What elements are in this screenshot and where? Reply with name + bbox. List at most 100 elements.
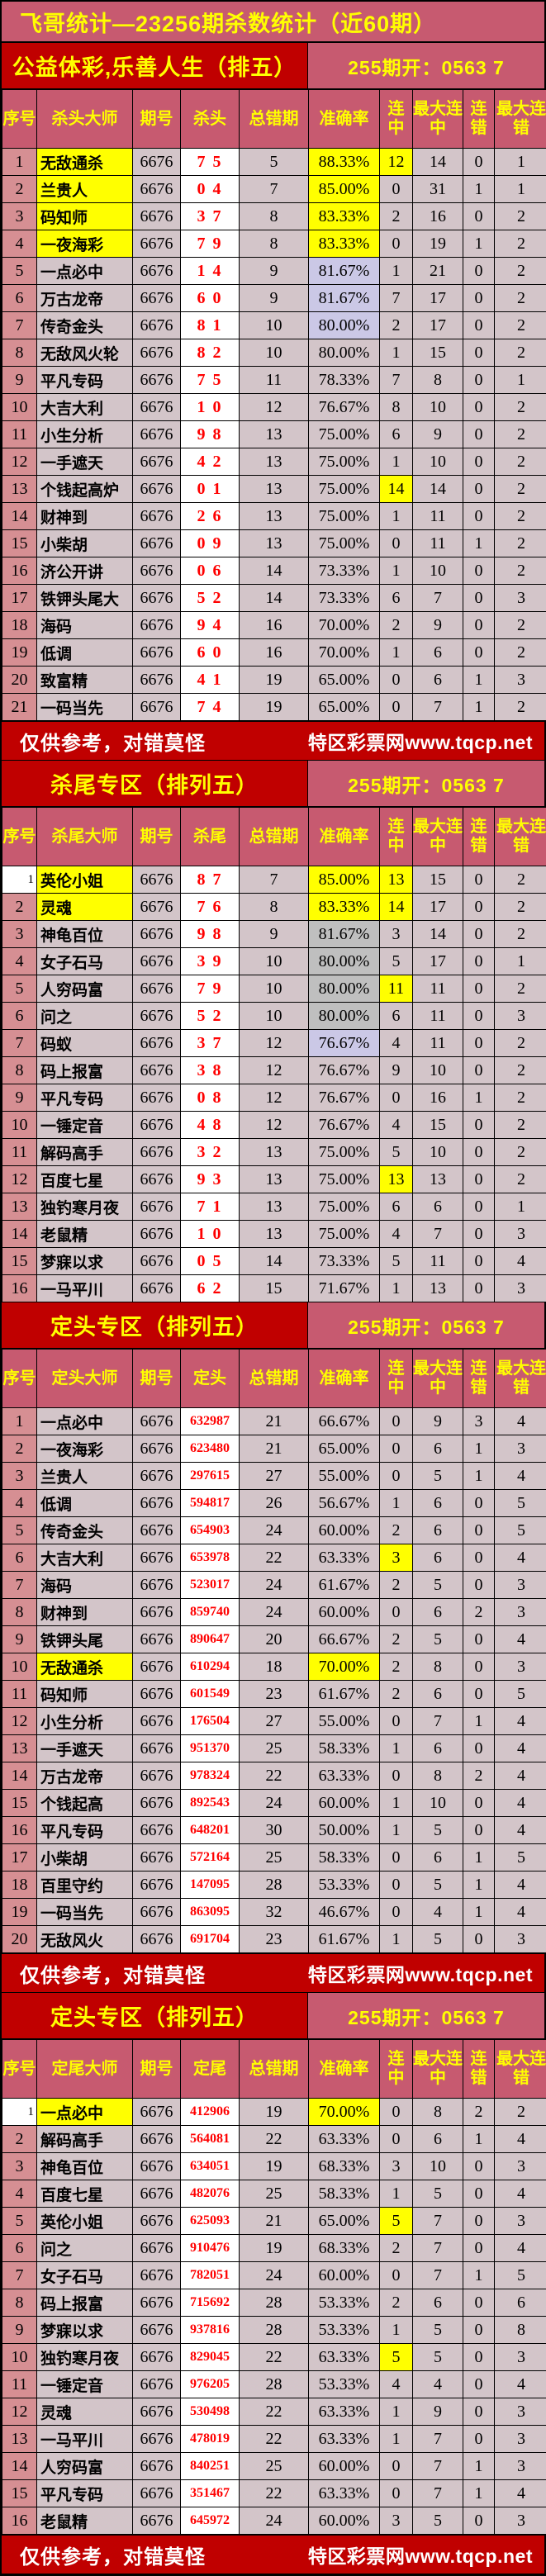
cell-win-streak: 0 [380, 2099, 413, 2126]
cell-max-win-streak: 10 [413, 394, 463, 421]
cell-no: 15 [2, 1790, 37, 1817]
cell-pick: 0 4 [181, 176, 240, 203]
cell-lose-streak: 0 [463, 476, 495, 503]
cell-lose-streak: 0 [463, 1193, 495, 1221]
col-header-no: 序号 [2, 2040, 37, 2099]
cell-pick: 0 8 [181, 1084, 240, 1112]
cell-win-streak: 14 [380, 476, 413, 503]
cell-win-streak: 13 [380, 866, 413, 894]
cell-pick: 2 6 [181, 503, 240, 530]
cell-errors: 12 [240, 394, 309, 421]
cell-pick: 4 2 [181, 448, 240, 476]
cell-max-lose-streak: 2 [495, 894, 546, 921]
cell-master: 一码当先 [37, 1899, 133, 1926]
cell-lose-streak: 0 [463, 921, 495, 948]
cell-accuracy: 60.00% [309, 2453, 380, 2480]
cell-period: 6676 [133, 1003, 181, 1030]
cell-period: 6676 [133, 1708, 181, 1735]
footer-site-link[interactable]: 特区彩票网www.tqcp.net [308, 2540, 533, 2569]
cell-max-lose-streak: 8 [495, 2317, 546, 2344]
cell-errors: 14 [240, 1248, 309, 1275]
cell-lose-streak: 0 [463, 557, 495, 585]
cell-errors: 19 [240, 667, 309, 694]
cell-no: 13 [2, 1735, 37, 1762]
cell-accuracy: 80.00% [309, 339, 380, 367]
cell-lose-streak: 0 [463, 394, 495, 421]
cell-max-win-streak: 9 [413, 421, 463, 448]
cell-lose-streak: 1 [463, 530, 495, 557]
col-header-max-win-streak: 最大连中 [413, 1350, 463, 1408]
cell-errors: 5 [240, 149, 309, 176]
cell-master: 码知师 [37, 203, 133, 230]
cell-win-streak: 0 [380, 1899, 413, 1926]
col-header-accuracy: 准确率 [309, 1350, 380, 1408]
cell-period: 6676 [133, 530, 181, 557]
cell-max-lose-streak: 2 [495, 339, 546, 367]
cell-win-streak: 1 [380, 448, 413, 476]
cell-period: 6676 [133, 1490, 181, 1517]
footer-band: 仅供参考，对错莫怪 特区彩票网www.tqcp.net [2, 2535, 544, 2574]
cell-accuracy: 60.00% [309, 1599, 380, 1626]
cell-period: 6676 [133, 2371, 181, 2398]
cell-master: 财神到 [37, 503, 133, 530]
cell-errors: 23 [240, 1681, 309, 1708]
cell-max-win-streak: 16 [413, 203, 463, 230]
cell-win-streak: 1 [380, 2180, 413, 2208]
cell-errors: 13 [240, 1166, 309, 1193]
cell-period: 6676 [133, 339, 181, 367]
cell-pick: 3 7 [181, 203, 240, 230]
cell-max-lose-streak: 2 [495, 1112, 546, 1139]
cell-pick: 478019 [181, 2426, 240, 2453]
cell-lose-streak: 0 [463, 585, 495, 612]
cell-win-streak: 0 [380, 176, 413, 203]
cell-accuracy: 85.00% [309, 866, 380, 894]
cell-master: 致富精 [37, 667, 133, 694]
cell-max-lose-streak: 1 [495, 367, 546, 394]
footer-site-link[interactable]: 特区彩票网www.tqcp.net [308, 1959, 533, 1987]
footer-site-link[interactable]: 特区彩票网www.tqcp.net [308, 727, 533, 755]
cell-period: 6676 [133, 2453, 181, 2480]
cell-errors: 10 [240, 339, 309, 367]
cell-accuracy: 73.33% [309, 585, 380, 612]
cell-lose-streak: 2 [463, 1762, 495, 1790]
cell-errors: 13 [240, 476, 309, 503]
cell-period: 6676 [133, 2208, 181, 2235]
cell-master: 无敌通杀 [37, 1653, 133, 1681]
cell-win-streak: 1 [380, 1817, 413, 1844]
cell-errors: 16 [240, 612, 309, 639]
cell-win-streak: 11 [380, 975, 413, 1003]
cell-max-win-streak: 9 [413, 612, 463, 639]
cell-accuracy: 65.00% [309, 1435, 380, 1463]
cell-pick: 976205 [181, 2371, 240, 2398]
cell-lose-streak: 2 [463, 1599, 495, 1626]
cell-win-streak: 0 [380, 1844, 413, 1872]
cell-max-lose-streak: 2 [495, 530, 546, 557]
cell-win-streak: 2 [380, 312, 413, 339]
cell-master: 一锤定音 [37, 2371, 133, 2398]
footer-band: 仅供参考，对错莫怪 特区彩票网www.tqcp.net [2, 721, 544, 761]
cell-max-win-streak: 7 [413, 2208, 463, 2235]
cell-lose-streak: 0 [463, 2208, 495, 2235]
col-header-accuracy: 准确率 [309, 90, 380, 149]
cell-lose-streak: 1 [463, 1084, 495, 1112]
table-header-row: 序号杀尾大师期号杀尾总错期准确率连中最大连中连错最大连错 [2, 808, 546, 866]
cell-accuracy: 46.67% [309, 1899, 380, 1926]
col-header-lose-streak: 连错 [463, 90, 495, 149]
cell-max-lose-streak: 5 [495, 1517, 546, 1544]
cell-max-lose-streak: 4 [495, 1817, 546, 1844]
cell-max-win-streak: 10 [413, 1790, 463, 1817]
cell-win-streak: 6 [380, 421, 413, 448]
cell-lose-streak: 0 [463, 1790, 495, 1817]
cell-master: 老鼠精 [37, 2507, 133, 2535]
